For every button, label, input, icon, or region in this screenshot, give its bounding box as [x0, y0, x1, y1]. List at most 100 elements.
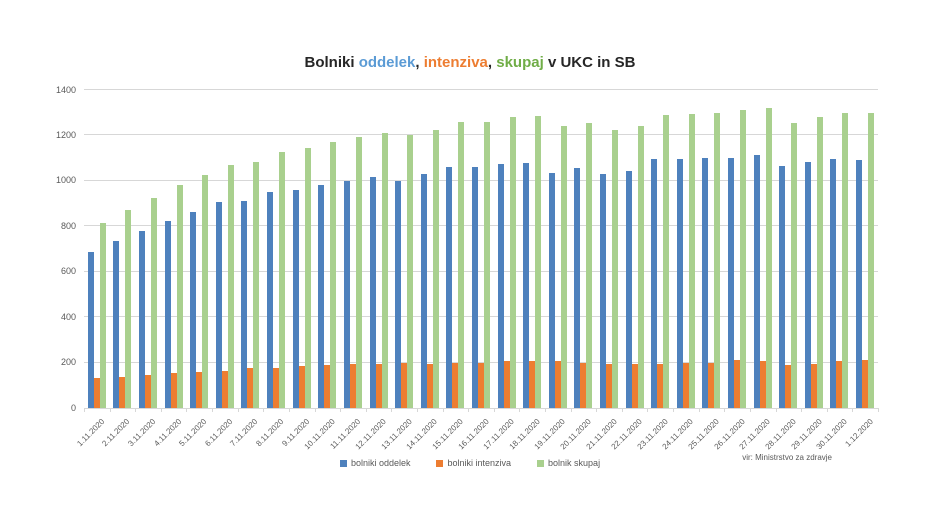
x-tick-mark	[878, 408, 879, 412]
bar-group-17.11.2020	[494, 90, 520, 408]
bar-bolniki-intenziva-21.11.2020	[605, 363, 612, 408]
x-tick-mark	[135, 408, 137, 412]
bar-bolniki-oddelek-20.11.2020	[574, 168, 581, 408]
bar-bolniki-oddelek-28.11.2020	[779, 166, 786, 408]
x-tick-mark	[493, 408, 495, 412]
gridline-0	[84, 408, 878, 409]
bar-group-23.11.2020	[647, 90, 673, 408]
title-segment-6: v UKC in SB	[543, 54, 636, 71]
bar-series-container	[84, 90, 878, 408]
bar-bolniki-intenziva-16.11.2020	[477, 362, 484, 408]
x-tick-mark	[416, 408, 418, 412]
bar-bolniki-intenziva-4.11.2020	[170, 372, 177, 408]
gridline-800	[84, 225, 878, 227]
bar-group-16.11.2020	[468, 90, 494, 408]
bar-group-12.11.2020	[366, 90, 392, 408]
legend-label: bolnik skupaj	[548, 458, 601, 468]
y-axis-labels: 0 200 400 600 800 1000 1200 1400	[0, 85, 76, 413]
bar-bolniki-intenziva-2.11.2020	[119, 377, 126, 408]
bar-group-19.11.2020	[545, 90, 571, 408]
bar-bolnik-skupaj-15.11.2020	[458, 121, 465, 408]
bar-group-11.11.2020	[340, 90, 366, 408]
y-tick-label: 600	[60, 266, 76, 277]
title-segment-4: ,	[487, 54, 497, 71]
bar-bolniki-oddelek-30.11.2020	[830, 159, 837, 408]
bar-bolniki-oddelek-5.11.2020	[190, 211, 197, 408]
bar-bolniki-oddelek-21.11.2020	[599, 174, 606, 408]
legend-label: bolniki oddelek	[350, 458, 411, 468]
y-tick-label: 1400	[55, 84, 76, 95]
bar-group-13.11.2020	[391, 90, 417, 408]
x-tick-mark	[442, 408, 444, 412]
bar-bolnik-skupaj-17.11.2020	[509, 117, 516, 408]
gridline-1200	[84, 134, 878, 136]
bar-bolniki-intenziva-27.11.2020	[759, 361, 766, 408]
x-tick-mark	[314, 408, 316, 412]
title-segment-2: ,	[415, 54, 424, 71]
bar-bolniki-intenziva-1.12.2020	[862, 360, 869, 408]
x-tick-mark	[673, 408, 675, 412]
bar-bolniki-oddelek-1.12.2020	[856, 160, 863, 408]
bar-bolnik-skupaj-6.11.2020	[227, 164, 234, 408]
bar-bolniki-intenziva-5.11.2020	[196, 371, 203, 408]
bar-bolniki-oddelek-1.11.2020	[87, 252, 94, 408]
bar-bolnik-skupaj-21.11.2020	[611, 129, 618, 408]
bar-bolniki-oddelek-3.11.2020	[139, 230, 146, 408]
bar-bolniki-oddelek-7.11.2020	[241, 201, 248, 408]
bar-bolniki-oddelek-12.11.2020	[369, 177, 376, 408]
bar-group-30.11.2020	[827, 90, 853, 408]
x-tick-mark	[596, 408, 598, 412]
gridline-1000	[84, 179, 878, 181]
bar-bolnik-skupaj-20.11.2020	[586, 122, 593, 408]
bar-bolniki-intenziva-10.11.2020	[324, 364, 331, 408]
bar-bolniki-intenziva-3.11.2020	[145, 375, 152, 408]
bar-bolnik-skupaj-23.11.2020	[663, 115, 670, 408]
bar-bolnik-skupaj-4.11.2020	[176, 185, 183, 408]
bar-bolnik-skupaj-3.11.2020	[151, 197, 158, 408]
x-tick-mark	[391, 408, 393, 412]
bar-bolnik-skupaj-13.11.2020	[407, 135, 414, 408]
bar-bolnik-skupaj-27.11.2020	[765, 108, 772, 408]
bar-group-26.11.2020	[724, 90, 750, 408]
bar-bolniki-intenziva-19.11.2020	[554, 361, 561, 408]
bar-group-1.12.2020	[852, 90, 878, 408]
bar-bolniki-intenziva-12.11.2020	[375, 363, 382, 408]
bar-group-6.11.2020	[212, 90, 238, 408]
bar-bolniki-intenziva-26.11.2020	[734, 360, 741, 408]
bar-group-27.11.2020	[750, 90, 776, 408]
bar-group-8.11.2020	[263, 90, 289, 408]
bar-bolniki-oddelek-19.11.2020	[548, 172, 555, 408]
bar-bolnik-skupaj-5.11.2020	[202, 175, 209, 408]
bar-bolniki-intenziva-28.11.2020	[785, 364, 792, 408]
bar-group-1.11.2020	[84, 90, 110, 408]
bar-bolniki-intenziva-24.11.2020	[682, 362, 689, 408]
bar-bolnik-skupaj-1.12.2020	[868, 112, 875, 408]
x-tick-mark	[160, 408, 162, 412]
x-tick-mark	[186, 408, 188, 412]
bar-bolnik-skupaj-26.11.2020	[740, 110, 747, 408]
x-tick-mark	[340, 408, 342, 412]
chart-title: Bolniki oddelek, intenziva, skupaj v UKC…	[0, 54, 940, 71]
bar-bolniki-intenziva-30.11.2020	[836, 361, 843, 408]
bar-bolniki-oddelek-18.11.2020	[523, 162, 530, 408]
y-tick-label: 1200	[55, 129, 76, 140]
title-segment-1: oddelek	[358, 54, 416, 71]
x-tick-mark	[237, 408, 239, 412]
bar-group-14.11.2020	[417, 90, 443, 408]
gridline-600	[84, 270, 878, 272]
bar-bolniki-oddelek-27.11.2020	[753, 154, 760, 408]
legend-item-bolnik-skupaj: bolnik skupaj	[537, 458, 600, 468]
bar-bolniki-oddelek-4.11.2020	[164, 220, 171, 408]
bar-bolnik-skupaj-19.11.2020	[560, 126, 567, 408]
y-tick-label: 800	[60, 220, 76, 231]
bar-group-24.11.2020	[673, 90, 699, 408]
bar-bolnik-skupaj-7.11.2020	[253, 161, 260, 408]
bar-bolniki-intenziva-8.11.2020	[273, 368, 280, 408]
bar-bolniki-oddelek-8.11.2020	[267, 192, 274, 408]
x-axis-ticks	[84, 408, 879, 412]
bar-bolniki-intenziva-14.11.2020	[426, 363, 433, 408]
bar-group-15.11.2020	[443, 90, 469, 408]
bar-bolniki-intenziva-13.11.2020	[401, 362, 408, 408]
bar-bolniki-intenziva-6.11.2020	[221, 370, 228, 408]
